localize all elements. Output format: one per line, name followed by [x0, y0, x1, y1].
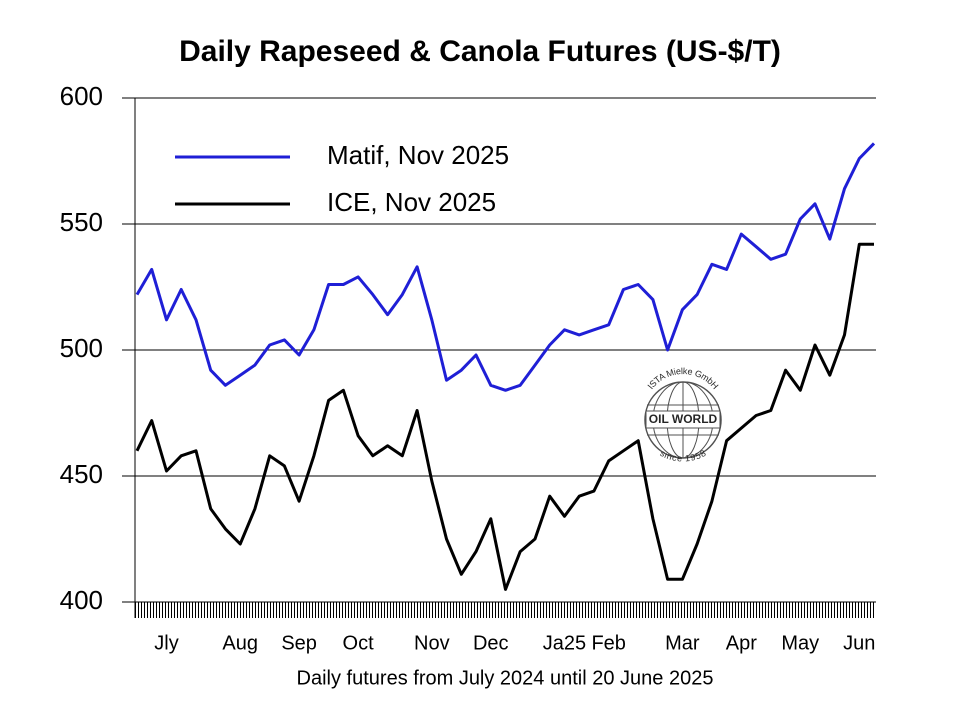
- x-tick-label: Nov: [414, 632, 450, 654]
- x-tick-label: Feb: [591, 632, 625, 654]
- y-tick-label: 500: [60, 333, 103, 363]
- day-ticks: [135, 602, 876, 620]
- x-tick-label: Oct: [343, 632, 375, 654]
- legend-label: Matif, Nov 2025: [327, 140, 509, 170]
- legend-label: ICE, Nov 2025: [327, 187, 496, 217]
- data-line: [135, 142, 876, 392]
- x-tick-label: May: [781, 632, 819, 654]
- x-tick-label: Ja25: [543, 632, 586, 654]
- data-line: [135, 242, 874, 591]
- watermark-bottom: since 1958: [658, 448, 707, 464]
- x-tick-label: Jly: [154, 632, 178, 654]
- globe-band: [645, 410, 721, 429]
- y-tick-label: 600: [60, 81, 103, 111]
- watermark-name: OIL WORLD: [649, 412, 718, 426]
- x-tick-label: Apr: [726, 632, 757, 654]
- y-tick-label: 450: [60, 459, 103, 489]
- x-tick-label: Jun: [843, 632, 875, 654]
- x-tick-label: Mar: [665, 632, 700, 654]
- x-tick-label: Sep: [281, 632, 317, 654]
- y-tick-label: 550: [60, 207, 103, 237]
- y-tick-label: 400: [60, 585, 103, 615]
- x-tick-label: Aug: [222, 632, 258, 654]
- chart-title: Daily Rapeseed & Canola Futures (US-$/T): [179, 35, 781, 68]
- x-axis-title: Daily futures from July 2024 until 20 Ju…: [297, 667, 714, 689]
- x-tick-label: Dec: [473, 632, 509, 654]
- watermark-bottom-text: since 1958: [658, 448, 707, 464]
